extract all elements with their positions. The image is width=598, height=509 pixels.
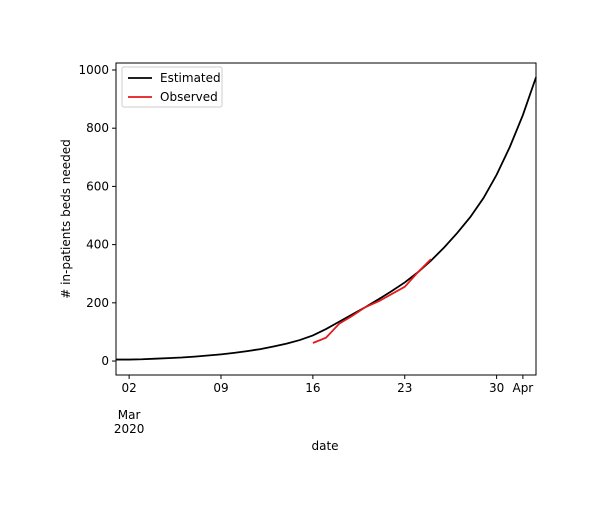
y-tick-label: 200	[86, 296, 109, 310]
x-tick-label: 02	[121, 381, 136, 395]
y-axis-label: # in-patients beds needed	[59, 139, 73, 299]
x-tick-label: 23	[397, 381, 412, 395]
x-axis-label: date	[311, 439, 338, 453]
y-tick-label: 400	[86, 238, 109, 252]
x-tick-label: 09	[213, 381, 228, 395]
legend-label: Observed	[160, 90, 218, 104]
line-series	[116, 76, 537, 361]
plot-frame	[115, 62, 537, 376]
y-tick-label: 600	[86, 179, 109, 193]
x-tick-label: 30	[489, 381, 504, 395]
x-tick-label: 16	[305, 381, 320, 395]
y-tick-label: 0	[101, 354, 109, 368]
x-tick-label: Apr	[512, 381, 533, 395]
x-tick-label-secondary: Mar 2020	[114, 408, 145, 436]
line-series	[312, 258, 432, 344]
y-tick-label: 800	[86, 121, 109, 135]
legend-label: Estimated	[160, 71, 221, 85]
y-tick-label: 1000	[78, 63, 109, 77]
